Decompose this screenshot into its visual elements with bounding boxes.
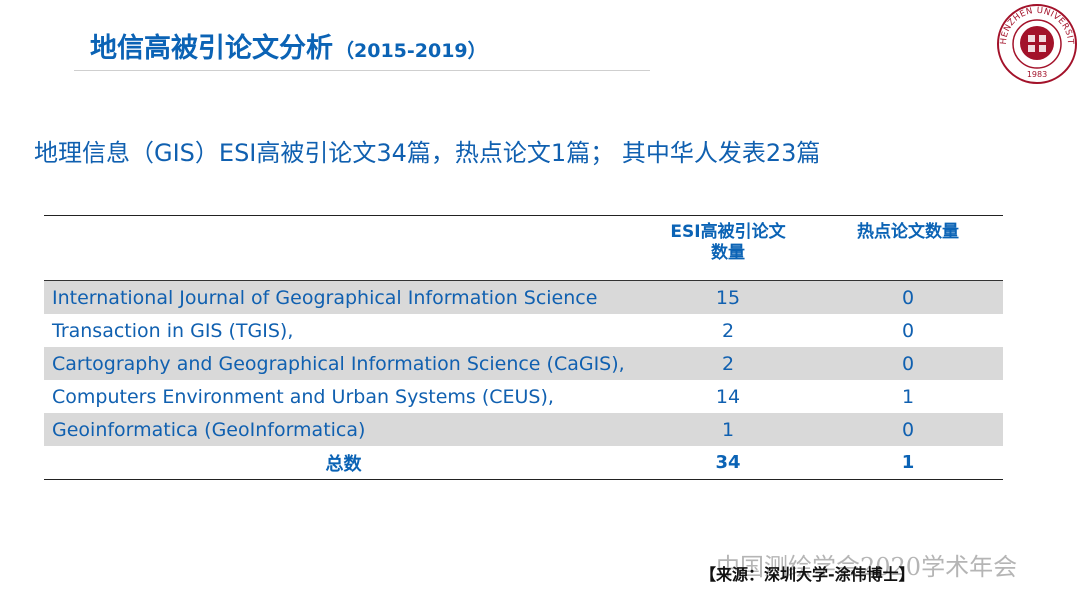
esi-count: 15 bbox=[643, 280, 813, 314]
conference-watermark: 中国测绘学会2020学术年会 bbox=[716, 553, 1018, 581]
journal-name: Geoinformatica (GeoInformatica) bbox=[44, 413, 643, 446]
table-row: Transaction in GIS (TGIS), 2 0 bbox=[44, 314, 1003, 347]
header-esi-count: ESI高被引论文数量 bbox=[643, 215, 813, 281]
esi-count: 2 bbox=[721, 319, 735, 342]
slide-title: 地信高被引论文分析 （2015-2019） bbox=[90, 26, 487, 65]
table-row: International Journal of Geographical In… bbox=[44, 280, 1003, 314]
esi-count: 14 bbox=[715, 385, 741, 408]
journal-name: Computers Environment and Urban Systems … bbox=[52, 385, 554, 408]
total-label: 总数 bbox=[325, 453, 362, 475]
table-row: Cartography and Geographical Information… bbox=[44, 347, 1003, 380]
hot-count: 0 bbox=[813, 413, 1003, 446]
journal-name: Transaction in GIS (TGIS), bbox=[52, 319, 294, 342]
header-esi-count-text: ESI高被引论文数量 bbox=[670, 222, 786, 263]
hot-count: 0 bbox=[813, 280, 1003, 314]
journal-table: ESI高被引论文数量 热点论文数量 International Journal … bbox=[44, 215, 1003, 480]
table-row: Computers Environment and Urban Systems … bbox=[44, 380, 1003, 413]
esi-count: 2 bbox=[643, 347, 813, 380]
table-total-row: 总数 34 1 bbox=[44, 446, 1003, 480]
slide-title-years: （2015-2019） bbox=[335, 40, 487, 62]
journal-name: International Journal of Geographical In… bbox=[44, 280, 643, 314]
hot-count: 1 bbox=[901, 385, 915, 408]
header-hot-count: 热点论文数量 bbox=[813, 215, 1003, 281]
hot-count: 0 bbox=[813, 347, 1003, 380]
slide-title-text: 地信高被引论文分析 bbox=[90, 33, 333, 64]
table-row: Geoinformatica (GeoInformatica) 1 0 bbox=[44, 413, 1003, 446]
header-journal bbox=[44, 215, 643, 281]
total-esi-count: 34 bbox=[715, 452, 741, 473]
source-note: 【来源：深圳大学-涂伟博士】 bbox=[700, 565, 915, 584]
logo-year: 1983 bbox=[1027, 70, 1047, 79]
shenzhen-university-logo: SHENZHEN UNIVERSITY 1983 bbox=[996, 3, 1077, 84]
journal-name: Cartography and Geographical Information… bbox=[44, 347, 643, 380]
title-divider bbox=[74, 70, 650, 71]
hot-count: 0 bbox=[901, 319, 915, 342]
total-hot-count: 1 bbox=[901, 452, 915, 473]
esi-count: 1 bbox=[643, 413, 813, 446]
table-header-row: ESI高被引论文数量 热点论文数量 bbox=[44, 215, 1003, 281]
summary-line: 地理信息（GIS）ESI高被引论文34篇，热点论文1篇； 其中华人发表23篇 bbox=[34, 139, 821, 167]
